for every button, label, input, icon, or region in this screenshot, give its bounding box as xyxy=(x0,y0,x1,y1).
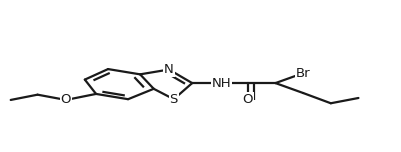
Text: N: N xyxy=(164,63,173,76)
Text: Br: Br xyxy=(295,67,310,80)
Text: S: S xyxy=(169,93,178,106)
Text: NH: NH xyxy=(211,77,231,90)
Text: O: O xyxy=(242,93,253,106)
Text: O: O xyxy=(61,93,71,106)
